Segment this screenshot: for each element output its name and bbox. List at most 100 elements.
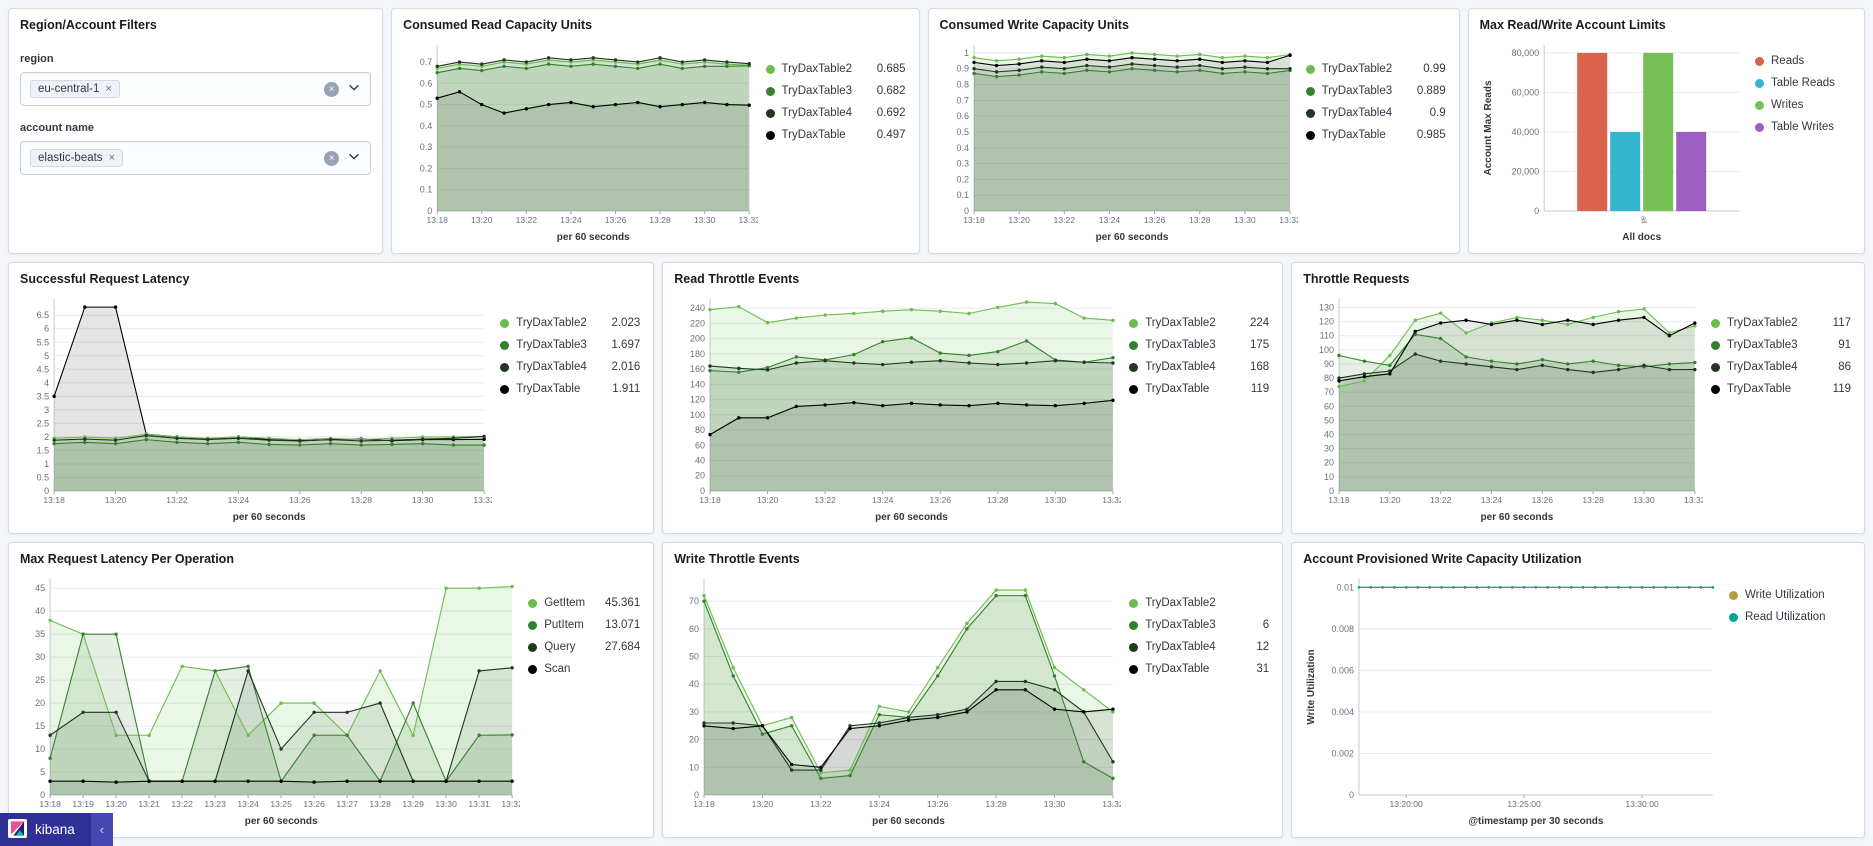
- svg-text:0: 0: [1329, 486, 1334, 496]
- chart-throttle-requests[interactable]: 0 10 20 30 40 50 60 70 80 90 100 110 120 130 13:18 13:2…: [1303, 291, 1706, 524]
- legend-item[interactable]: TryDaxTable3 1.697: [500, 339, 640, 351]
- legend-item[interactable]: TryDaxTable 0.985: [1305, 129, 1446, 141]
- legend-value: 45.361: [605, 597, 641, 609]
- legend-item[interactable]: TryDaxTable2: [1129, 597, 1269, 609]
- panel-read-throttle-events: Read Throttle Events 0 20 40 60 80 100 120 140 1…: [662, 262, 1284, 534]
- legend-item[interactable]: TryDaxTable 0.497: [765, 129, 906, 141]
- legend-item[interactable]: TryDaxTable2 117: [1711, 317, 1851, 329]
- svg-text:80: 80: [1324, 373, 1334, 383]
- chart-max-request-latency-per-operation[interactable]: 0 5 10 15 20 25 30 35 40 45 13:18 13:19 13:20 13:21 13…: [20, 571, 523, 828]
- clear-selection-icon[interactable]: ×: [324, 81, 340, 97]
- svg-text:13:23: 13:23: [204, 799, 226, 809]
- legend-label: TryDaxTable: [1145, 383, 1210, 395]
- svg-text:30: 30: [1324, 444, 1334, 454]
- svg-text:45: 45: [35, 583, 45, 593]
- legend-item[interactable]: GetItem 45.361: [528, 597, 640, 609]
- region-combobox[interactable]: eu-central-1 × ×: [20, 72, 372, 106]
- legend-item[interactable]: Table Writes: [1755, 121, 1851, 133]
- svg-text:13:18: 13:18: [39, 799, 61, 809]
- legend-value: 1.697: [611, 339, 641, 351]
- svg-text:per 60 seconds: per 60 seconds: [557, 232, 630, 243]
- legend-item[interactable]: Table Reads: [1755, 77, 1851, 89]
- legend-label: PutItem: [544, 619, 584, 631]
- legend-label: TryDaxTable: [516, 383, 581, 395]
- chart-max-read-write-account-limits[interactable]: 0 20,000 40,000 60,000 80,000 all All docs Acco…: [1480, 37, 1747, 244]
- chart-write-throttle-events[interactable]: 0 10 20 30 40 50 60 70 13:18 13:20 13:22 13:24 13:26…: [674, 571, 1124, 828]
- legend-swatch-icon: [1129, 318, 1139, 328]
- legend: TryDaxTable2 TryDaxTable3 6 TryDaxTable4 12 T…: [1121, 571, 1271, 828]
- legend-item[interactable]: Write Utilization: [1729, 589, 1851, 601]
- legend-value: 0.682: [876, 85, 906, 97]
- clear-selection-icon[interactable]: ×: [324, 150, 340, 166]
- chip-remove-icon[interactable]: ×: [108, 151, 115, 164]
- legend-item[interactable]: TryDaxTable3 91: [1711, 339, 1851, 351]
- svg-text:6: 6: [44, 324, 49, 334]
- legend-item[interactable]: TryDaxTable4 0.692: [765, 107, 906, 119]
- chart-read-throttle-events[interactable]: 0 20 40 60 80 100 120 140 160 180 200 220 240 13:18 13…: [674, 291, 1124, 524]
- legend-item[interactable]: TryDaxTable2 0.99: [1305, 63, 1446, 75]
- svg-text:13:32: 13:32: [1279, 215, 1298, 225]
- legend: Write Utilization Read Utilization: [1721, 571, 1853, 828]
- bar-reads[interactable]: [1576, 52, 1607, 212]
- chevron-down-icon[interactable]: [347, 80, 361, 99]
- chevron-down-icon[interactable]: [347, 149, 361, 168]
- legend-item[interactable]: TryDaxTable3 0.889: [1305, 85, 1446, 97]
- legend-value: 13.071: [605, 619, 641, 631]
- legend-item[interactable]: TryDaxTable4 0.9: [1305, 107, 1446, 119]
- legend-item[interactable]: TryDaxTable 119: [1711, 383, 1851, 395]
- legend-item[interactable]: TryDaxTable 1.911: [500, 383, 640, 395]
- legend-swatch-icon: [500, 384, 510, 394]
- legend-item[interactable]: TryDaxTable2 2.023: [500, 317, 640, 329]
- legend-value: 0.685: [876, 63, 906, 75]
- svg-text:13:20: 13:20: [752, 799, 774, 809]
- chart-successful-request-latency[interactable]: 0 0.5 1 1.5 2 2.5 3 3.5 4 4.5 5 5.5 6 6.5 13:18 13:20 13…: [20, 291, 495, 524]
- svg-text:0.006: 0.006: [1332, 665, 1354, 675]
- kibana-brand-label: kibana: [35, 822, 75, 837]
- legend-swatch-icon: [1129, 362, 1139, 372]
- chip-remove-icon[interactable]: ×: [105, 82, 112, 95]
- bar-table-writes[interactable]: [1675, 131, 1706, 211]
- svg-text:140: 140: [690, 379, 705, 389]
- legend-label: Reads: [1771, 55, 1805, 67]
- legend-item[interactable]: TryDaxTable3 0.682: [765, 85, 906, 97]
- legend-item[interactable]: TryDaxTable4 2.016: [500, 361, 640, 373]
- legend-item[interactable]: TryDaxTable 119: [1129, 383, 1269, 395]
- svg-text:70: 70: [689, 596, 699, 606]
- legend-label: TryDaxTable3: [781, 85, 853, 97]
- svg-text:13:22: 13:22: [815, 495, 837, 505]
- collapse-nav-button[interactable]: ‹: [90, 813, 113, 846]
- kibana-brand[interactable]: kibana: [0, 813, 91, 846]
- legend-item[interactable]: TryDaxTable3 175: [1129, 339, 1269, 351]
- legend-label: TryDaxTable4: [1145, 361, 1216, 373]
- legend-item[interactable]: TryDaxTable4 12: [1129, 641, 1269, 653]
- legend-item[interactable]: Writes: [1755, 99, 1851, 111]
- bar-table-reads[interactable]: [1609, 131, 1640, 211]
- legend-item[interactable]: TryDaxTable2 224: [1129, 317, 1269, 329]
- svg-text:0.1: 0.1: [956, 190, 969, 200]
- legend-item[interactable]: TryDaxTable2 0.685: [765, 63, 906, 75]
- account-chip[interactable]: elastic-beats ×: [30, 149, 123, 167]
- legend-item[interactable]: TryDaxTable4 86: [1711, 361, 1851, 373]
- legend-value: 31: [1256, 663, 1270, 675]
- legend-item[interactable]: Query 27.684: [528, 641, 640, 653]
- chart-consumed-write-capacity-units[interactable]: 0 0.1 0.2 0.3 0.4 0.5 0.6 0.7 0.8 0.9 1 13:18 13:20 1…: [940, 37, 1301, 244]
- legend-value: 0.99: [1423, 63, 1446, 75]
- svg-text:13:32: 13:32: [1684, 495, 1703, 505]
- bar-writes[interactable]: [1642, 52, 1673, 212]
- legend: TryDaxTable2 117 TryDaxTable3 91 TryDaxTable…: [1703, 291, 1853, 524]
- svg-text:13:28: 13:28: [1583, 495, 1605, 505]
- chart-consumed-read-capacity-units[interactable]: 0 0.1 0.2 0.3 0.4 0.5 0.6 0.7 13:18 13:20 13:22 13:…: [403, 37, 760, 244]
- legend-swatch-icon: [765, 64, 775, 74]
- legend-value: 119: [1832, 383, 1851, 395]
- legend-item[interactable]: Scan: [528, 663, 640, 675]
- legend-item[interactable]: TryDaxTable3 6: [1129, 619, 1269, 631]
- legend-item[interactable]: Reads: [1755, 55, 1851, 67]
- legend-item[interactable]: PutItem 13.071: [528, 619, 640, 631]
- legend-item[interactable]: TryDaxTable4 168: [1129, 361, 1269, 373]
- region-chip[interactable]: eu-central-1 ×: [30, 80, 120, 98]
- account-name-combobox[interactable]: elastic-beats × ×: [20, 141, 372, 175]
- panel-title: Consumed Read Capacity Units: [403, 18, 593, 32]
- legend-item[interactable]: Read Utilization: [1729, 611, 1851, 623]
- chart-account-provisioned-write-capacity-utilization[interactable]: 0 0.002 0.004 0.006 0.008 0.01 13:20:00 13:25:0…: [1303, 571, 1721, 828]
- legend-item[interactable]: TryDaxTable 31: [1129, 663, 1269, 675]
